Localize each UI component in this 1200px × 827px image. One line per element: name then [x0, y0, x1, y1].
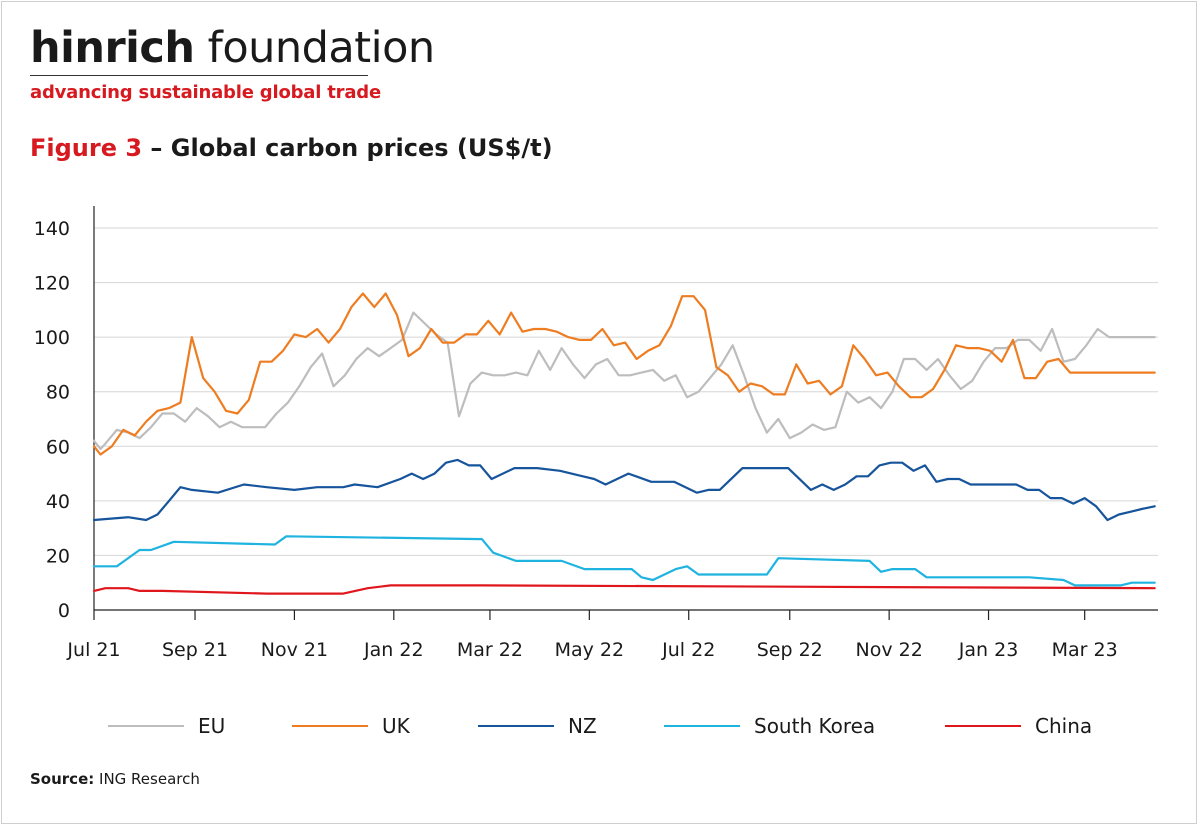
series-line-uk: [92, 292, 1156, 456]
brand-name-light: foundation: [194, 23, 435, 73]
y-tick-label: 60: [46, 436, 70, 458]
x-tick-label: Nov 22: [855, 639, 922, 661]
gridlines: [94, 227, 1158, 556]
y-tick-label: 140: [34, 218, 70, 240]
legend-swatch: [478, 725, 554, 727]
legend-swatch: [945, 725, 1021, 727]
legend-item-china: China: [945, 706, 1092, 746]
x-tick-label: Jul 22: [661, 639, 715, 661]
legend-label: South Korea: [754, 714, 876, 738]
legend-item-eu: EU: [108, 706, 225, 746]
figure-title: Figure 3 – Global carbon prices (US$/t): [30, 134, 553, 162]
x-tick-label: Nov 21: [261, 639, 328, 661]
y-tick-label: 20: [46, 545, 70, 567]
brand-tagline: advancing sustainable global trade: [30, 82, 381, 103]
axes: 0 20 40 60 80 100 120 140 Jul 21 Sep 21 Nov 21 Jan …: [34, 206, 1158, 661]
y-tick-label: 120: [34, 273, 70, 295]
series-lines: [92, 292, 1156, 595]
x-tick-label: Jan 22: [363, 639, 424, 661]
legend-item-nz: NZ: [478, 706, 597, 746]
brand-name-bold: hinrich: [30, 23, 195, 73]
legend-label: NZ: [568, 714, 597, 738]
x-tick-label: Jul 21: [66, 639, 120, 661]
legend-item-south-korea: South Korea: [664, 706, 875, 746]
series-line-nz: [92, 458, 1156, 522]
figure-number: Figure 3: [30, 134, 143, 162]
legend: EU UK NZ South Korea China: [0, 706, 1200, 746]
x-tick-label: Sep 21: [162, 639, 228, 661]
series-line-south-korea: [92, 535, 1156, 587]
x-tick-label: May 22: [555, 639, 625, 661]
figure-title-text: – Global carbon prices (US$/t): [142, 134, 553, 162]
y-tick-label: 80: [46, 382, 70, 404]
legend-swatch: [664, 725, 740, 727]
x-tick-label: Mar 23: [1052, 639, 1118, 661]
legend-label: China: [1035, 714, 1093, 738]
x-tick-label: Mar 22: [457, 639, 523, 661]
legend-swatch: [108, 725, 184, 727]
x-tick-label: Jan 23: [958, 639, 1019, 661]
series-line-china: [92, 584, 1156, 595]
brand-logo: hinrich foundation advancing sustainable…: [30, 22, 435, 103]
legend-label: UK: [382, 714, 410, 738]
brand-name: hinrich foundation: [30, 22, 435, 74]
line-chart: 0 20 40 60 80 100 120 140 Jul 21 Sep 21 Nov 21 Jan …: [34, 206, 1158, 661]
y-tick-label: 40: [46, 491, 70, 513]
brand-underline: [30, 75, 368, 76]
source-text: ING Research: [94, 770, 200, 788]
legend-item-uk: UK: [292, 706, 410, 746]
y-tick-label: 100: [34, 327, 70, 349]
legend-swatch: [292, 725, 368, 727]
source-note: Source: ING Research: [30, 770, 200, 788]
y-tick-label: 0: [58, 600, 70, 622]
series-line-eu: [92, 311, 1156, 451]
source-label: Source:: [30, 770, 95, 788]
legend-label: EU: [198, 714, 226, 738]
x-tick-label: Sep 22: [757, 639, 823, 661]
